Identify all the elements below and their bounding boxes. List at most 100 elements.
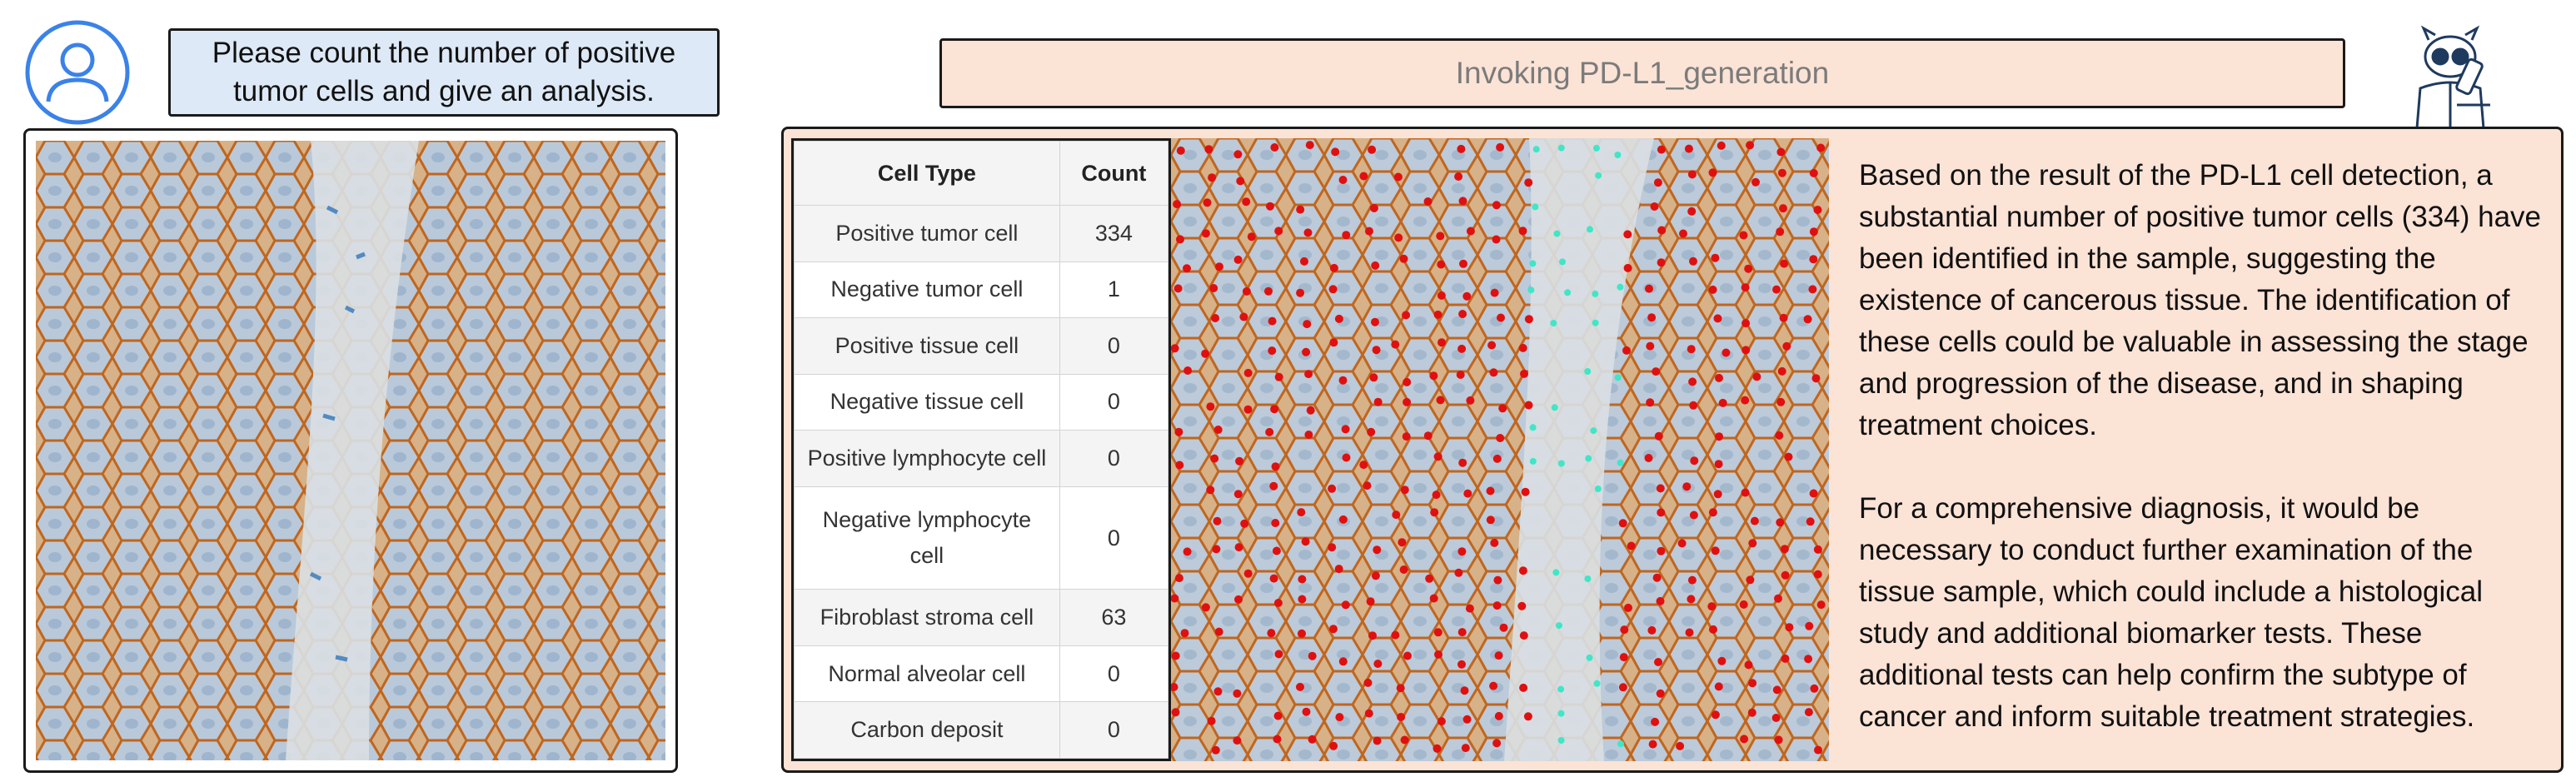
positive-marker: [1342, 453, 1351, 462]
positive-marker: [1715, 373, 1723, 382]
positive-marker: [1809, 255, 1818, 264]
cell-count: 0: [1059, 645, 1169, 703]
positive-marker: [1689, 257, 1697, 266]
annotated-tissue-image: [1171, 138, 1829, 761]
positive-marker: [1269, 574, 1278, 583]
positive-marker: [1174, 427, 1183, 436]
table-row: Negative lymphocyte cell 0: [794, 486, 1169, 590]
positive-marker: [1328, 484, 1337, 493]
cell-type: Fibroblast stroma cell: [794, 589, 1060, 646]
positive-marker: [1206, 486, 1215, 495]
positive-marker: [1489, 368, 1498, 377]
positive-marker: [1492, 235, 1501, 244]
positive-marker: [1460, 686, 1469, 695]
positive-marker: [1752, 372, 1761, 381]
positive-marker: [1656, 484, 1665, 493]
stroma-marker: [1529, 457, 1537, 465]
positive-marker: [1774, 735, 1783, 745]
positive-marker: [1497, 313, 1505, 322]
stroma-marker: [1585, 455, 1592, 462]
positive-marker: [1746, 575, 1755, 585]
positive-marker: [1486, 486, 1495, 496]
positive-marker: [1234, 543, 1243, 552]
positive-marker: [1519, 631, 1528, 640]
positive-marker: [1657, 226, 1667, 235]
positive-marker: [1816, 600, 1826, 610]
positive-marker: [1690, 456, 1699, 466]
positive-marker: [1780, 259, 1789, 268]
positive-marker: [1813, 570, 1822, 579]
positive-marker: [1400, 486, 1409, 495]
positive-marker: [1784, 452, 1793, 461]
positive-marker: [1465, 604, 1474, 613]
stroma-marker: [1550, 320, 1557, 326]
positive-marker: [1777, 168, 1786, 177]
positive-marker: [1183, 264, 1191, 273]
positive-marker: [1713, 314, 1722, 323]
positive-marker: [1458, 197, 1467, 206]
positive-marker: [1211, 314, 1220, 322]
stroma-marker: [1592, 319, 1599, 326]
positive-marker: [1462, 715, 1472, 724]
positive-marker: [1213, 426, 1223, 434]
positive-marker: [1523, 712, 1532, 721]
positive-marker: [1436, 396, 1445, 405]
positive-marker: [1270, 405, 1279, 414]
positive-marker: [1171, 594, 1179, 603]
positive-marker: [1271, 462, 1280, 471]
positive-marker: [1270, 143, 1279, 152]
positive-marker: [1302, 347, 1311, 356]
cell-count-table: Cell Type Count Positive tumor cell 334 N…: [791, 138, 1171, 761]
positive-marker: [1173, 284, 1183, 293]
positive-marker: [1498, 404, 1507, 413]
positive-marker: [1685, 628, 1694, 637]
stroma-marker: [1559, 258, 1566, 266]
positive-marker: [1304, 431, 1313, 439]
analysis-text: Based on the result of the PD-L1 cell de…: [1859, 155, 2550, 755]
cell-type: Normal alveolar cell: [794, 645, 1060, 703]
positive-marker: [1682, 482, 1692, 491]
positive-marker: [1300, 257, 1308, 266]
positive-marker: [1173, 200, 1182, 209]
user-avatar-icon: [25, 20, 130, 125]
positive-marker: [1806, 517, 1815, 526]
positive-marker: [1804, 655, 1813, 664]
positive-marker: [1708, 168, 1717, 177]
positive-marker: [1402, 432, 1411, 441]
positive-marker: [1711, 546, 1720, 555]
positive-marker: [1208, 173, 1217, 182]
cell-type: Carbon deposit: [794, 701, 1060, 759]
positive-marker: [1782, 341, 1791, 351]
positive-marker: [1779, 313, 1788, 322]
positive-marker: [1213, 687, 1223, 696]
positive-marker: [1711, 710, 1720, 720]
positive-marker: [1771, 714, 1781, 722]
positive-marker: [1814, 745, 1822, 755]
positive-marker: [1212, 545, 1221, 554]
positive-marker: [1268, 346, 1277, 356]
positive-marker: [1392, 511, 1401, 520]
analysis-paragraph: Based on the result of the PD-L1 cell de…: [1859, 159, 2542, 441]
positive-marker: [1494, 711, 1503, 720]
positive-marker: [1402, 311, 1411, 320]
positive-marker: [1308, 651, 1317, 660]
stroma-marker: [1594, 486, 1602, 492]
positive-marker: [1461, 744, 1470, 753]
positive-marker: [1308, 735, 1317, 744]
positive-marker: [1239, 312, 1248, 321]
positive-marker: [1268, 316, 1277, 326]
positive-marker: [1496, 142, 1505, 152]
positive-marker: [1393, 172, 1403, 182]
positive-marker: [1264, 286, 1273, 296]
positive-marker: [1201, 349, 1210, 358]
positive-marker: [1623, 263, 1632, 272]
positive-marker: [1371, 261, 1380, 270]
positive-marker: [1210, 454, 1219, 463]
positive-marker: [1215, 262, 1223, 271]
positive-marker: [1233, 736, 1242, 745]
positive-marker: [1183, 366, 1193, 375]
stroma-marker: [1614, 152, 1622, 158]
positive-marker: [1521, 487, 1530, 496]
positive-marker: [1622, 346, 1631, 355]
positive-marker: [1274, 650, 1283, 659]
